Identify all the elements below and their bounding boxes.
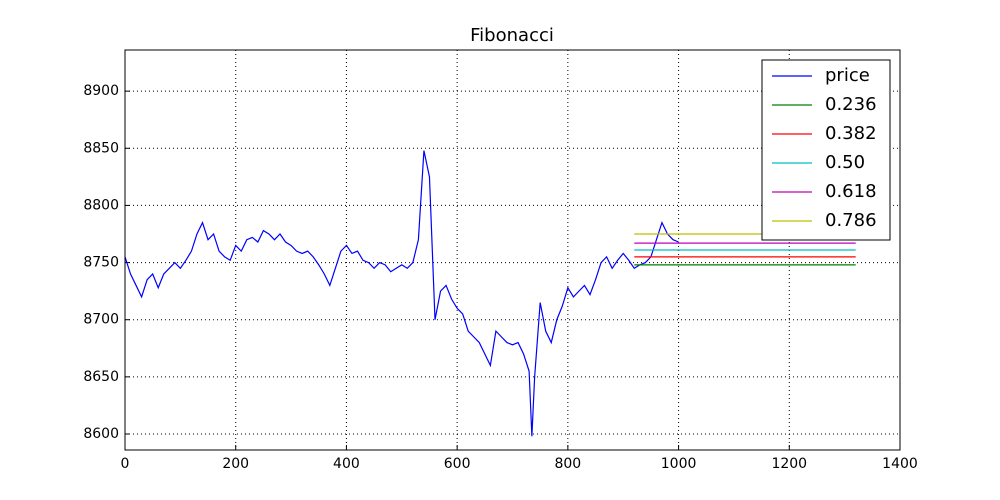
legend-label: 0.786 xyxy=(825,210,877,231)
x-tick-label: 800 xyxy=(554,456,581,472)
legend-label: price xyxy=(825,65,870,86)
legend-label: 0.618 xyxy=(825,181,877,202)
y-tick-label: 8600 xyxy=(83,426,119,442)
y-tick-label: 8650 xyxy=(83,369,119,385)
x-tick-label: 0 xyxy=(121,456,130,472)
x-tick-label: 1000 xyxy=(661,456,697,472)
y-tick-label: 8700 xyxy=(83,312,119,328)
x-tick-label: 1400 xyxy=(882,456,918,472)
legend-label: 0.382 xyxy=(825,123,877,144)
legend-label: 0.50 xyxy=(825,152,865,173)
x-tick-label: 1200 xyxy=(771,456,807,472)
y-tick-label: 8900 xyxy=(83,83,119,99)
chart-title: Fibonacci xyxy=(470,25,554,46)
x-tick-label: 600 xyxy=(444,456,471,472)
x-tick-label: 200 xyxy=(222,456,249,472)
legend-label: 0.236 xyxy=(825,94,877,115)
y-tick-label: 8750 xyxy=(83,255,119,271)
plot-frame xyxy=(124,49,901,451)
y-tick-label: 8800 xyxy=(83,197,119,213)
x-tick-label: 400 xyxy=(333,456,360,472)
series-line xyxy=(124,150,679,437)
legend-box xyxy=(761,59,891,241)
y-tick-label: 8850 xyxy=(83,140,119,156)
